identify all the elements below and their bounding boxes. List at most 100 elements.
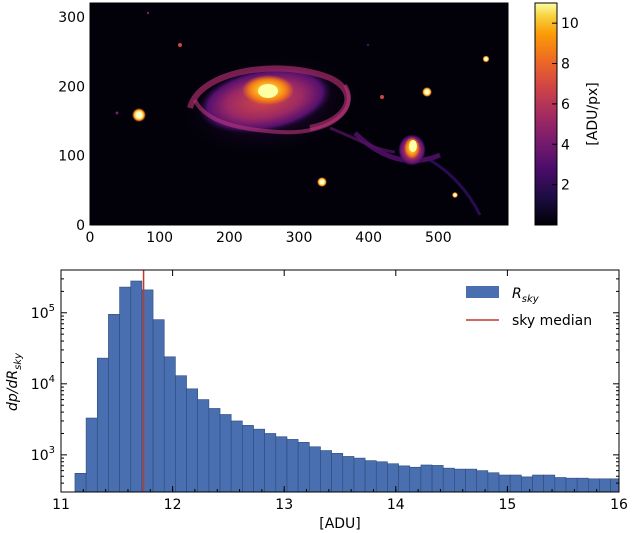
histogram-bar <box>320 450 332 492</box>
histogram-bar <box>253 428 265 492</box>
histogram-bar <box>599 478 611 492</box>
star-marker <box>452 192 458 198</box>
tidal-tail <box>353 131 441 164</box>
star-marker <box>115 111 119 115</box>
histogram-bar <box>364 460 377 492</box>
image-x-tick-label: 200 <box>216 230 243 246</box>
legend-label-rsky: Rsky <box>512 286 540 305</box>
legend-patch-rsky <box>466 286 499 298</box>
histogram-bar <box>85 417 98 492</box>
histogram-bar <box>532 474 544 492</box>
histogram-bar <box>152 319 165 492</box>
legend-label-median: sky median <box>512 313 592 329</box>
image-x-tick-label: 400 <box>355 230 382 246</box>
histogram-frame <box>60 269 620 493</box>
histogram-bar <box>476 470 489 492</box>
histogram-bar <box>588 478 600 492</box>
histogram-bars <box>74 280 619 492</box>
image-x-tick-label: 500 <box>425 230 452 246</box>
star-marker <box>366 43 370 47</box>
image-x-tick-label: 100 <box>146 230 173 246</box>
histogram-bar <box>242 425 254 492</box>
histogram-bar <box>420 464 433 492</box>
histogram-bar <box>543 474 556 492</box>
colorbar-tick-label: 4 <box>561 137 570 153</box>
histogram-bar <box>119 286 132 492</box>
histogram-bar <box>465 468 478 492</box>
star-marker <box>380 95 384 99</box>
colorbar-tick-label: 10 <box>561 16 579 32</box>
histogram-bar <box>96 357 109 492</box>
image-y-tick-label: 0 <box>76 218 85 234</box>
histogram-bar <box>387 463 399 492</box>
x-axis-label: [ADU] <box>319 516 361 532</box>
colorbar-tick-label: 8 <box>561 57 570 73</box>
image-y-tick-label: 100 <box>58 149 85 165</box>
star-marker <box>482 55 490 63</box>
histogram-bar <box>175 375 187 492</box>
histogram-bar <box>264 433 277 492</box>
colorbar-tick-label: 6 <box>561 97 570 113</box>
main-galaxy <box>175 51 396 159</box>
histogram-bar <box>297 442 310 492</box>
colorbar-ticks: 2 4 6 8 10 <box>552 16 579 194</box>
colorbar-gradient <box>534 2 558 226</box>
histogram-x-tick-label: 13 <box>275 497 293 513</box>
histogram-x-tick-label: 16 <box>610 497 628 513</box>
image-panel: 0 100 200 300 400 500 0 100 200 300 <box>58 2 509 246</box>
histogram-bar <box>108 314 120 492</box>
image-y-tick-label: 200 <box>58 79 85 95</box>
histogram-bar <box>431 465 444 492</box>
histogram-bar <box>286 439 299 492</box>
histogram-bar <box>554 477 567 492</box>
histogram-bar <box>309 446 321 492</box>
histogram-bar <box>342 456 355 492</box>
histogram-panel: 11 12 13 14 15 16 103 104 105 [ADU] dp/dRsky Rsk… <box>5 269 628 532</box>
colorbar: 2 4 6 8 10 [ADU/px] <box>534 2 601 226</box>
histogram-bar <box>487 472 500 492</box>
histogram-bar <box>163 356 176 492</box>
histogram-axis-ticks: 11 12 13 14 15 16 103 104 105 <box>31 269 628 513</box>
image-x-tick-label: 0 <box>86 230 95 246</box>
histogram-bar <box>398 465 411 492</box>
histogram-x-tick-label: 15 <box>498 497 516 513</box>
y-axis-label: dp/dRsky <box>5 352 24 411</box>
image-x-tick-label: 300 <box>286 230 313 246</box>
histogram-bar <box>230 420 243 492</box>
histogram-bar <box>454 468 466 492</box>
histogram-x-tick-label: 11 <box>52 497 70 513</box>
histogram-bar <box>219 414 232 492</box>
histogram-y-tick-label: 105 <box>31 303 55 322</box>
star-marker <box>146 11 150 15</box>
histogram-bar <box>208 408 221 492</box>
histogram-y-tick-label: 104 <box>31 374 55 393</box>
histogram-y-tick-label: 103 <box>31 445 55 464</box>
histogram-bar <box>130 280 143 492</box>
histogram-bar <box>74 472 87 492</box>
histogram-bar <box>521 476 533 492</box>
legend: Rsky sky median <box>466 286 592 329</box>
histogram-bar <box>498 474 511 492</box>
histogram-bar <box>576 477 589 492</box>
colorbar-label: [ADU/px] <box>585 82 601 145</box>
histogram-x-tick-label: 12 <box>164 497 182 513</box>
colorbar-tick-label: 2 <box>561 178 570 194</box>
histogram-bar <box>442 467 455 492</box>
histogram-bar <box>331 453 344 492</box>
histogram-bar <box>275 436 288 492</box>
histogram-bar <box>509 474 522 492</box>
image-axis-ticks: 0 100 200 300 400 500 0 100 200 300 <box>58 10 451 246</box>
histogram-bar <box>565 477 578 492</box>
histogram-bar <box>186 388 199 492</box>
star-marker <box>317 177 327 187</box>
histogram-bar <box>409 466 422 492</box>
histogram-bar <box>353 457 366 492</box>
histogram-x-tick-label: 14 <box>387 497 405 513</box>
companion-galaxy <box>398 134 426 166</box>
image-y-tick-label: 300 <box>58 10 85 26</box>
star-marker <box>132 108 146 122</box>
histogram-bar <box>610 478 619 492</box>
star-marker <box>422 87 432 97</box>
histogram-bar <box>197 399 210 492</box>
